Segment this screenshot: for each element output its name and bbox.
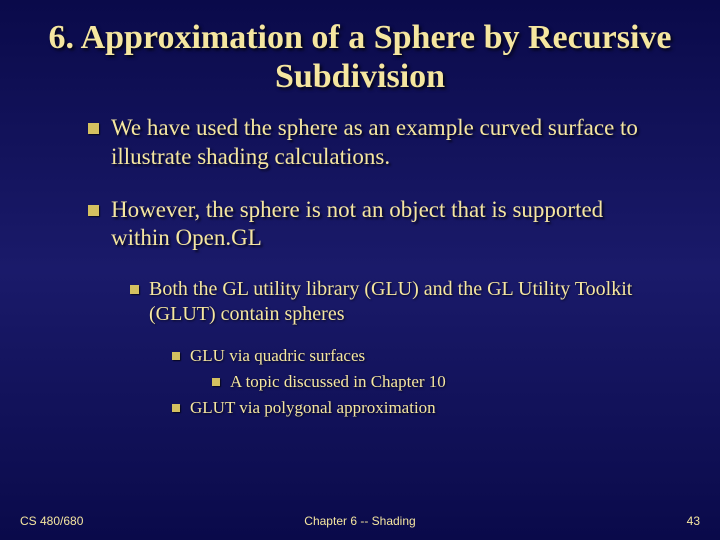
bullet-text: Both the GL utility library (GLU) and th… — [149, 277, 660, 327]
bullet-level3: GLUT via polygonal approximation — [172, 397, 660, 419]
bullet-level1: We have used the sphere as an example cu… — [88, 114, 660, 172]
footer-chapter: Chapter 6 -- Shading — [304, 514, 415, 528]
bullet-level3: GLU via quadric surfaces — [172, 345, 660, 367]
bullet-text: GLUT via polygonal approximation — [190, 397, 436, 419]
bullet-marker-icon — [212, 378, 220, 386]
bullet-text: We have used the sphere as an example cu… — [111, 114, 660, 172]
bullet-marker-icon — [172, 404, 180, 412]
footer-course: CS 480/680 — [20, 514, 83, 528]
bullet-text: However, the sphere is not an object tha… — [111, 196, 660, 254]
footer: CS 480/680 Chapter 6 -- Shading 43 — [0, 514, 720, 528]
bullet-text: GLU via quadric surfaces — [190, 345, 365, 367]
bullet-marker-icon — [88, 123, 99, 134]
slide-title: 6. Approximation of a Sphere by Recursiv… — [30, 18, 690, 96]
footer-page-number: 43 — [687, 514, 700, 528]
bullet-marker-icon — [88, 205, 99, 216]
bullet-level4: A topic discussed in Chapter 10 — [212, 371, 660, 393]
bullet-level2: Both the GL utility library (GLU) and th… — [130, 277, 660, 327]
bullet-text: A topic discussed in Chapter 10 — [230, 371, 446, 393]
slide: 6. Approximation of a Sphere by Recursiv… — [0, 0, 720, 540]
bullet-marker-icon — [172, 352, 180, 360]
bullet-marker-icon — [130, 285, 139, 294]
bullet-level1: However, the sphere is not an object tha… — [88, 196, 660, 254]
